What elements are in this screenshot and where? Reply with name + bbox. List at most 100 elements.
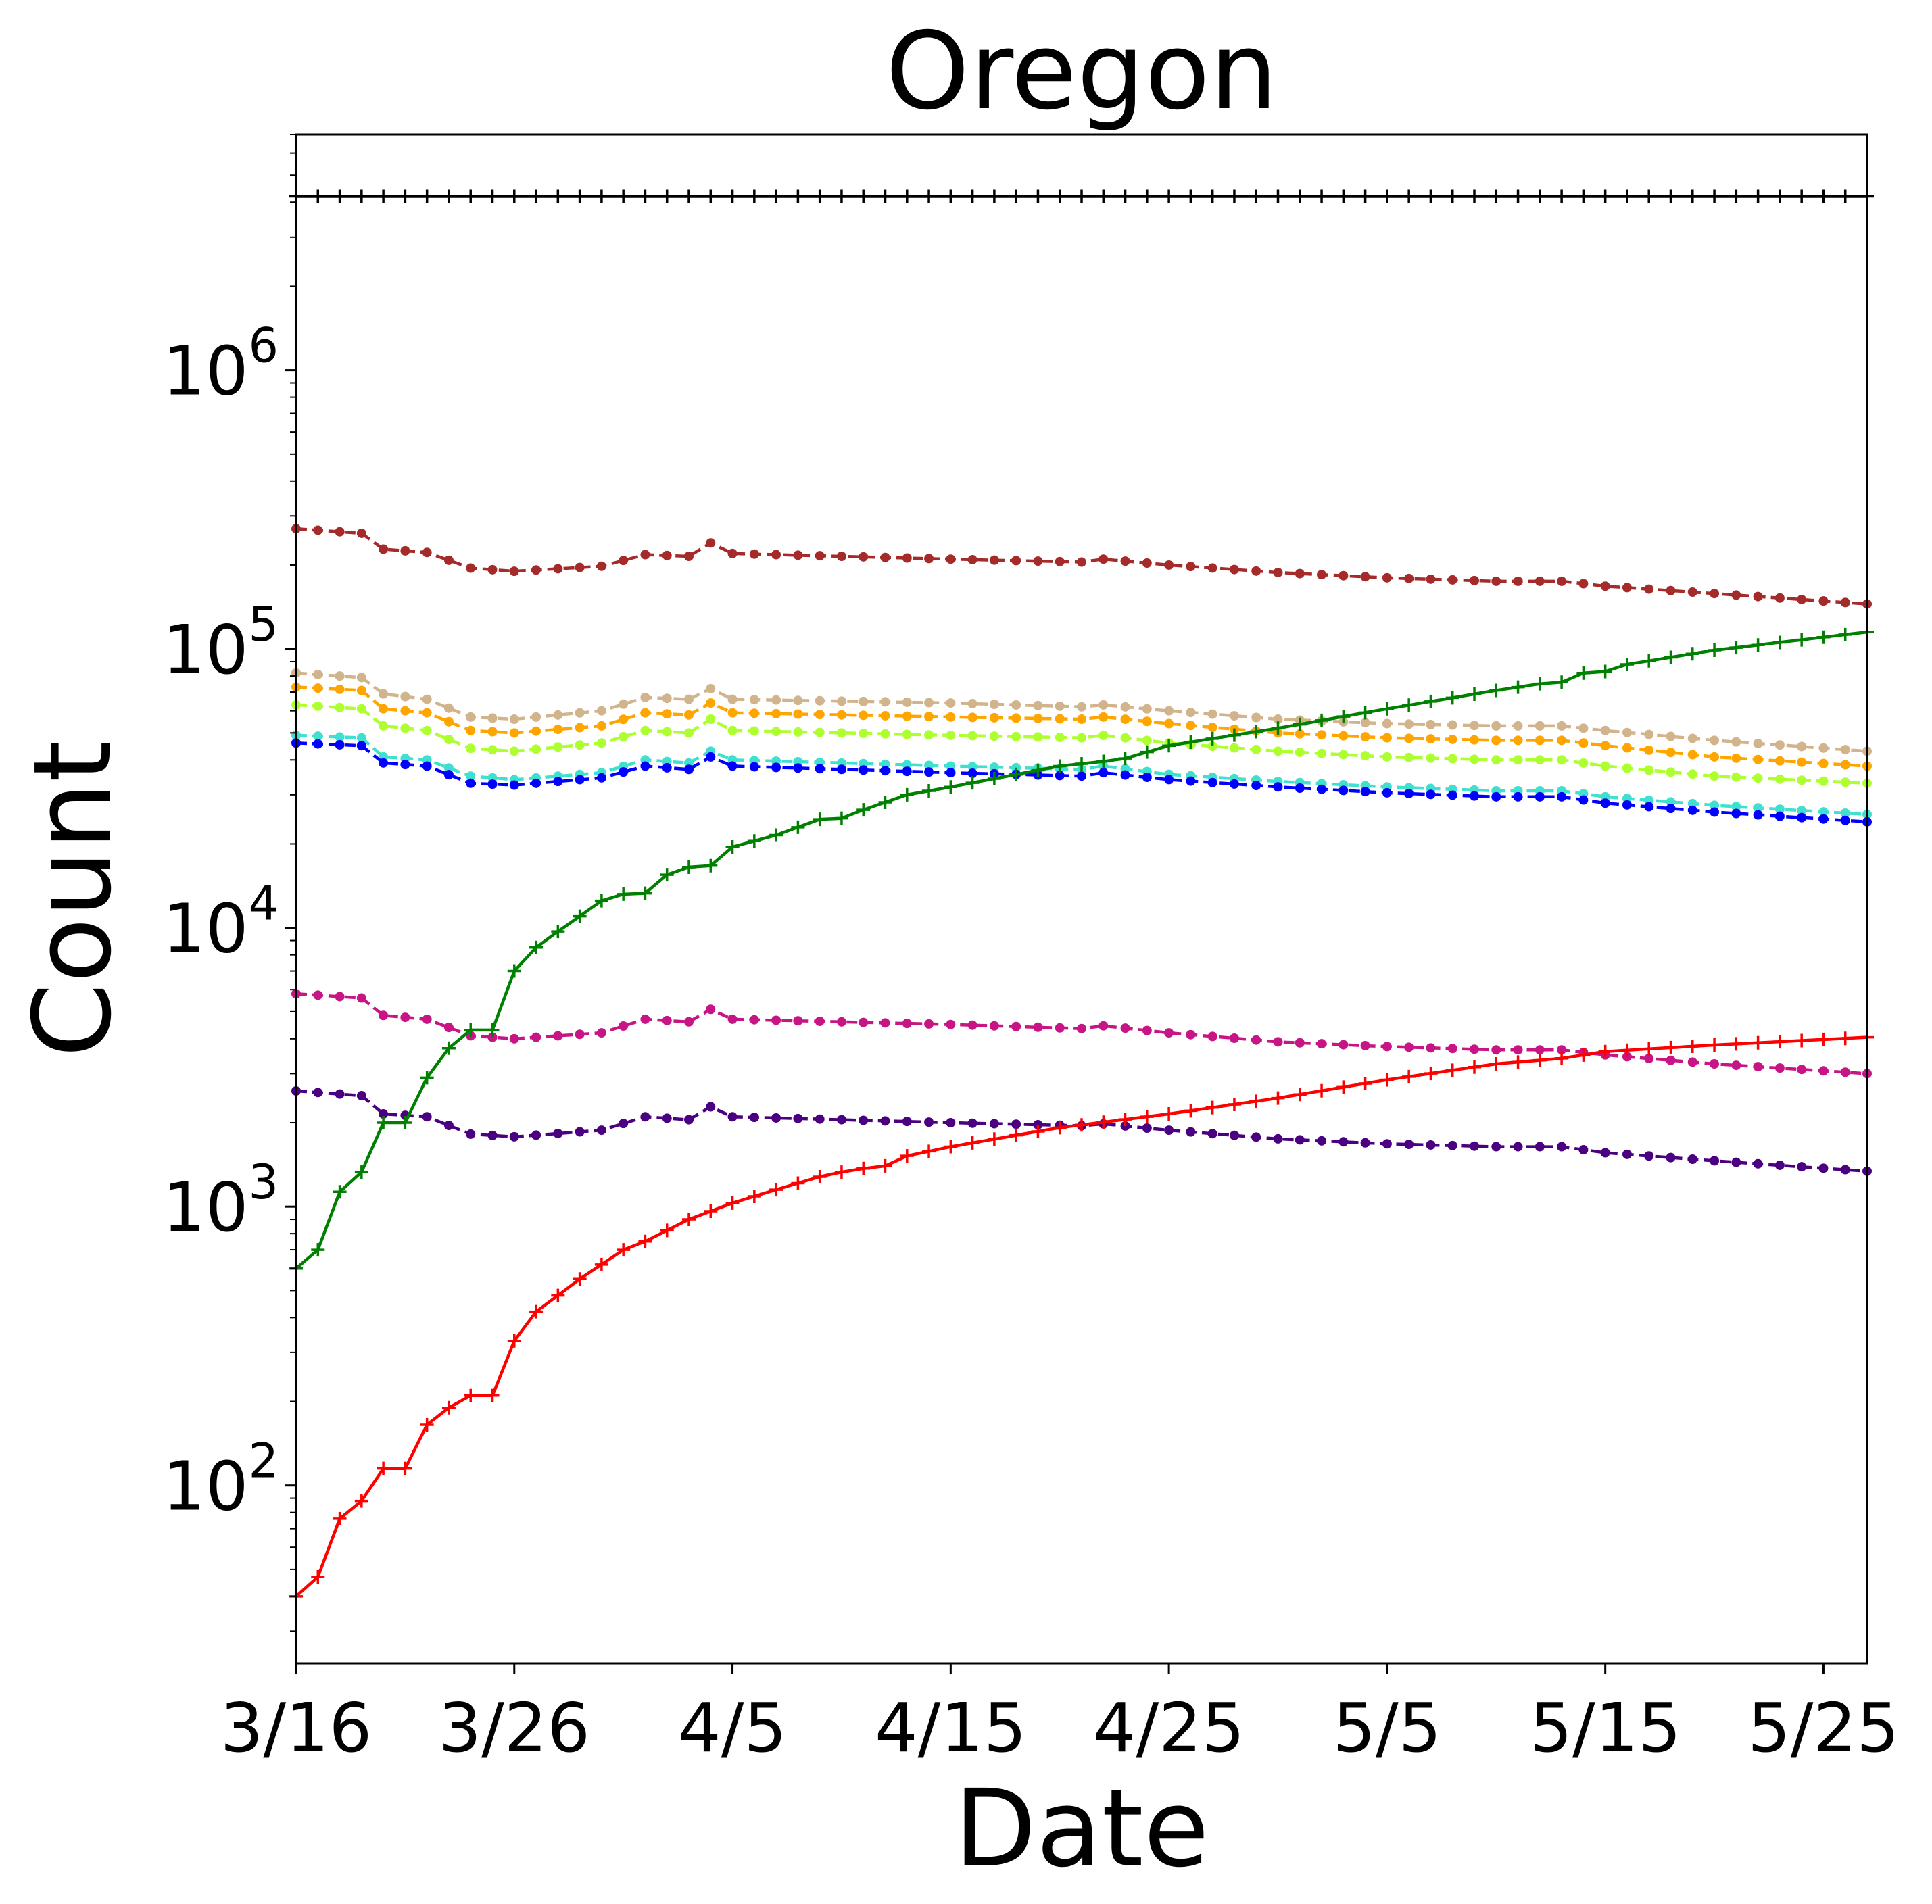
data-point [1731, 1157, 1741, 1167]
data-point [619, 1021, 629, 1031]
data-point [640, 725, 650, 735]
data-point [553, 725, 563, 735]
data-point [967, 554, 977, 564]
data-point [1205, 731, 1219, 746]
data-point [1426, 1043, 1436, 1053]
data-point [660, 1223, 674, 1238]
data-point [1382, 572, 1392, 583]
data-point [379, 704, 389, 714]
data-point [1489, 189, 1503, 203]
data-point [856, 189, 871, 203]
data-point [1685, 189, 1699, 203]
data-point [880, 766, 890, 776]
data-point [1075, 1118, 1088, 1132]
data-point [706, 1004, 716, 1015]
data-point [1557, 755, 1567, 765]
data-point [1555, 189, 1569, 203]
data-point [1753, 754, 1763, 764]
data-point [1229, 779, 1239, 789]
data-point [575, 1029, 585, 1040]
data-point [682, 1213, 696, 1227]
data-point [1470, 721, 1479, 731]
x-tick-label: 5/15 [1529, 1688, 1681, 1767]
data-point [464, 189, 478, 203]
data-point [575, 775, 585, 785]
data-point [1578, 738, 1589, 748]
data-point [509, 566, 519, 577]
data-point [400, 691, 410, 702]
data-point [967, 1118, 977, 1128]
data-point [684, 1115, 694, 1125]
data-point [356, 993, 366, 1003]
data-point [1598, 664, 1612, 679]
data-point [791, 189, 805, 203]
series-2 [291, 668, 1872, 756]
data-point [1251, 744, 1261, 754]
data-point [1140, 1110, 1154, 1124]
data-point [1557, 721, 1567, 731]
data-point [1600, 741, 1610, 751]
data-point [989, 731, 999, 741]
x-axis: 3/16 3/26 4/5 4/15 4/25 5/5 5/15 5/25 [220, 1663, 1900, 1767]
data-point [335, 1089, 345, 1099]
data-point [1293, 717, 1307, 731]
data-point [684, 764, 694, 775]
data-point [1338, 1040, 1349, 1050]
data-point [1317, 1136, 1327, 1146]
data-point [531, 1130, 541, 1140]
data-point [640, 1112, 650, 1122]
data-point [747, 189, 761, 203]
data-point [1336, 710, 1351, 724]
data-point [1666, 1055, 1676, 1065]
data-point [1687, 798, 1697, 808]
data-point [749, 762, 759, 772]
data-point [575, 740, 585, 750]
data-point [1491, 721, 1501, 731]
data-point [706, 698, 716, 708]
data-point [1578, 723, 1589, 733]
series-6 [291, 738, 1872, 827]
data-point [813, 1169, 827, 1183]
y-tick-label: 104 [162, 876, 279, 969]
data-point [1797, 594, 1807, 604]
data-point [1818, 758, 1829, 768]
data-point [466, 771, 476, 781]
data-point [487, 779, 498, 789]
data-point [1140, 189, 1154, 203]
data-point [1468, 189, 1481, 203]
data-point [379, 689, 389, 699]
data-point [1687, 769, 1697, 779]
data-point [793, 550, 803, 560]
data-point [1162, 739, 1176, 753]
data-point [1468, 1060, 1481, 1074]
data-point [902, 729, 912, 739]
data-point [617, 1243, 631, 1257]
data-point [485, 1388, 500, 1402]
data-point [987, 189, 1001, 203]
data-point [1708, 1038, 1722, 1052]
data-point [1557, 576, 1567, 586]
data-point [466, 563, 476, 573]
data-point [1273, 568, 1283, 578]
data-point [1666, 585, 1676, 595]
data-point [1840, 760, 1850, 770]
data-point [769, 189, 783, 203]
x-tick-label: 3/16 [220, 1688, 372, 1767]
data-point [1491, 755, 1501, 765]
data-point [1468, 687, 1481, 701]
data-point [1011, 713, 1021, 723]
data-point [815, 695, 825, 706]
data-point [1840, 815, 1850, 825]
data-point [311, 1569, 325, 1584]
data-point [1033, 732, 1043, 742]
data-point [1622, 1149, 1632, 1159]
data-point [946, 768, 956, 778]
data-point [398, 1116, 412, 1129]
data-point [706, 538, 716, 548]
data-point [749, 1015, 759, 1025]
data-point [422, 1112, 432, 1122]
data-point [1077, 733, 1086, 743]
data-point [1273, 1133, 1283, 1144]
plot-frame [295, 133, 1868, 1665]
data-point [1751, 189, 1765, 203]
